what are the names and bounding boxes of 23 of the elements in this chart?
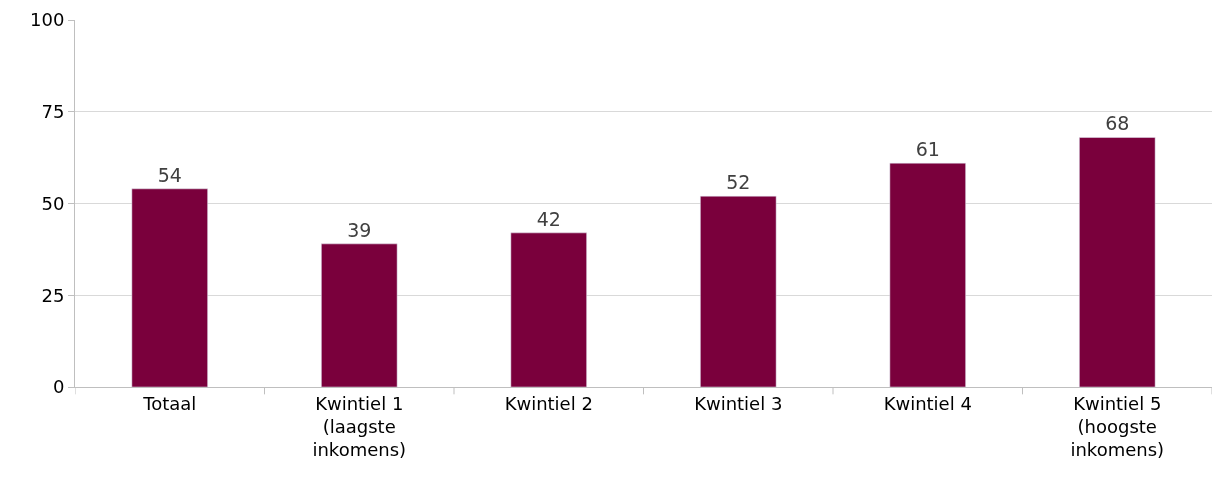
data-label: 54 bbox=[157, 163, 182, 186]
bar bbox=[321, 243, 398, 387]
y-tick-label: 0 bbox=[52, 376, 65, 398]
data-label: 68 bbox=[1105, 112, 1130, 135]
data-label: 52 bbox=[726, 171, 751, 194]
x-tick-label: Kwintiel 5 (hoogste inkomens) bbox=[1070, 392, 1165, 461]
x-tick-label: Totaal bbox=[142, 392, 197, 414]
y-tick-label: 75 bbox=[41, 101, 65, 123]
x-tick-label: Kwintiel 2 bbox=[504, 392, 593, 414]
x-tick-label: Kwintiel 1 (laagste inkomens) bbox=[312, 392, 407, 461]
data-label: 39 bbox=[347, 218, 372, 241]
bar bbox=[889, 162, 966, 387]
data-label: 42 bbox=[536, 207, 561, 230]
data-label: 61 bbox=[915, 138, 940, 161]
bar bbox=[131, 188, 208, 387]
bar bbox=[1079, 137, 1156, 387]
bar bbox=[510, 232, 587, 387]
bar bbox=[700, 195, 777, 387]
y-tick-label: 100 bbox=[30, 9, 65, 31]
x-tick-label: Kwintiel 4 bbox=[883, 392, 972, 414]
y-tick-label: 50 bbox=[41, 192, 65, 214]
y-tick-label: 25 bbox=[41, 284, 65, 306]
x-tick-label: Kwintiel 3 bbox=[694, 392, 783, 414]
